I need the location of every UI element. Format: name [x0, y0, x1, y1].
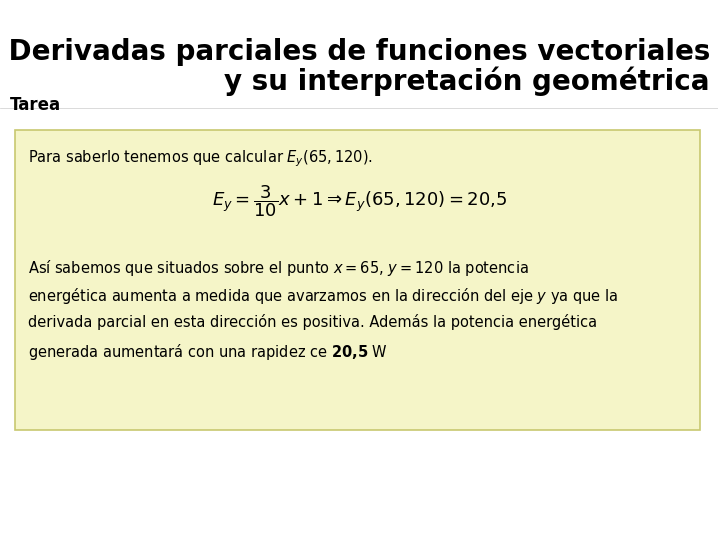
Text: $E_y = \dfrac{3}{10}x + 1 \Rightarrow E_y(65, 120) = 20{,}5$: $E_y = \dfrac{3}{10}x + 1 \Rightarrow E_… — [213, 183, 508, 218]
Text: y su interpretación geométrica: y su interpretación geométrica — [225, 66, 710, 96]
Text: energética aumenta a medida que avarzamos en la dirección del eje $y$ ya que la: energética aumenta a medida que avarzamo… — [28, 286, 618, 306]
Text: 3.2. Derivadas parciales de funciones vectoriales: 3.2. Derivadas parciales de funciones ve… — [0, 38, 710, 66]
Text: generada aumentará con una rapidez ce $\mathbf{20{,}5}$ W: generada aumentará con una rapidez ce $\… — [28, 342, 388, 362]
Text: Tarea: Tarea — [10, 96, 61, 114]
FancyBboxPatch shape — [15, 130, 700, 430]
Text: derivada parcial en esta dirección es positiva. Además la potencia energética: derivada parcial en esta dirección es po… — [28, 314, 597, 330]
Text: Así sabemos que situados sobre el punto $x = 65$, $y = 120$ la potencia: Así sabemos que situados sobre el punto … — [28, 258, 528, 278]
Text: Para saberlo tenemos que calcular $E_y(65, 120)$.: Para saberlo tenemos que calcular $E_y(6… — [28, 148, 373, 168]
